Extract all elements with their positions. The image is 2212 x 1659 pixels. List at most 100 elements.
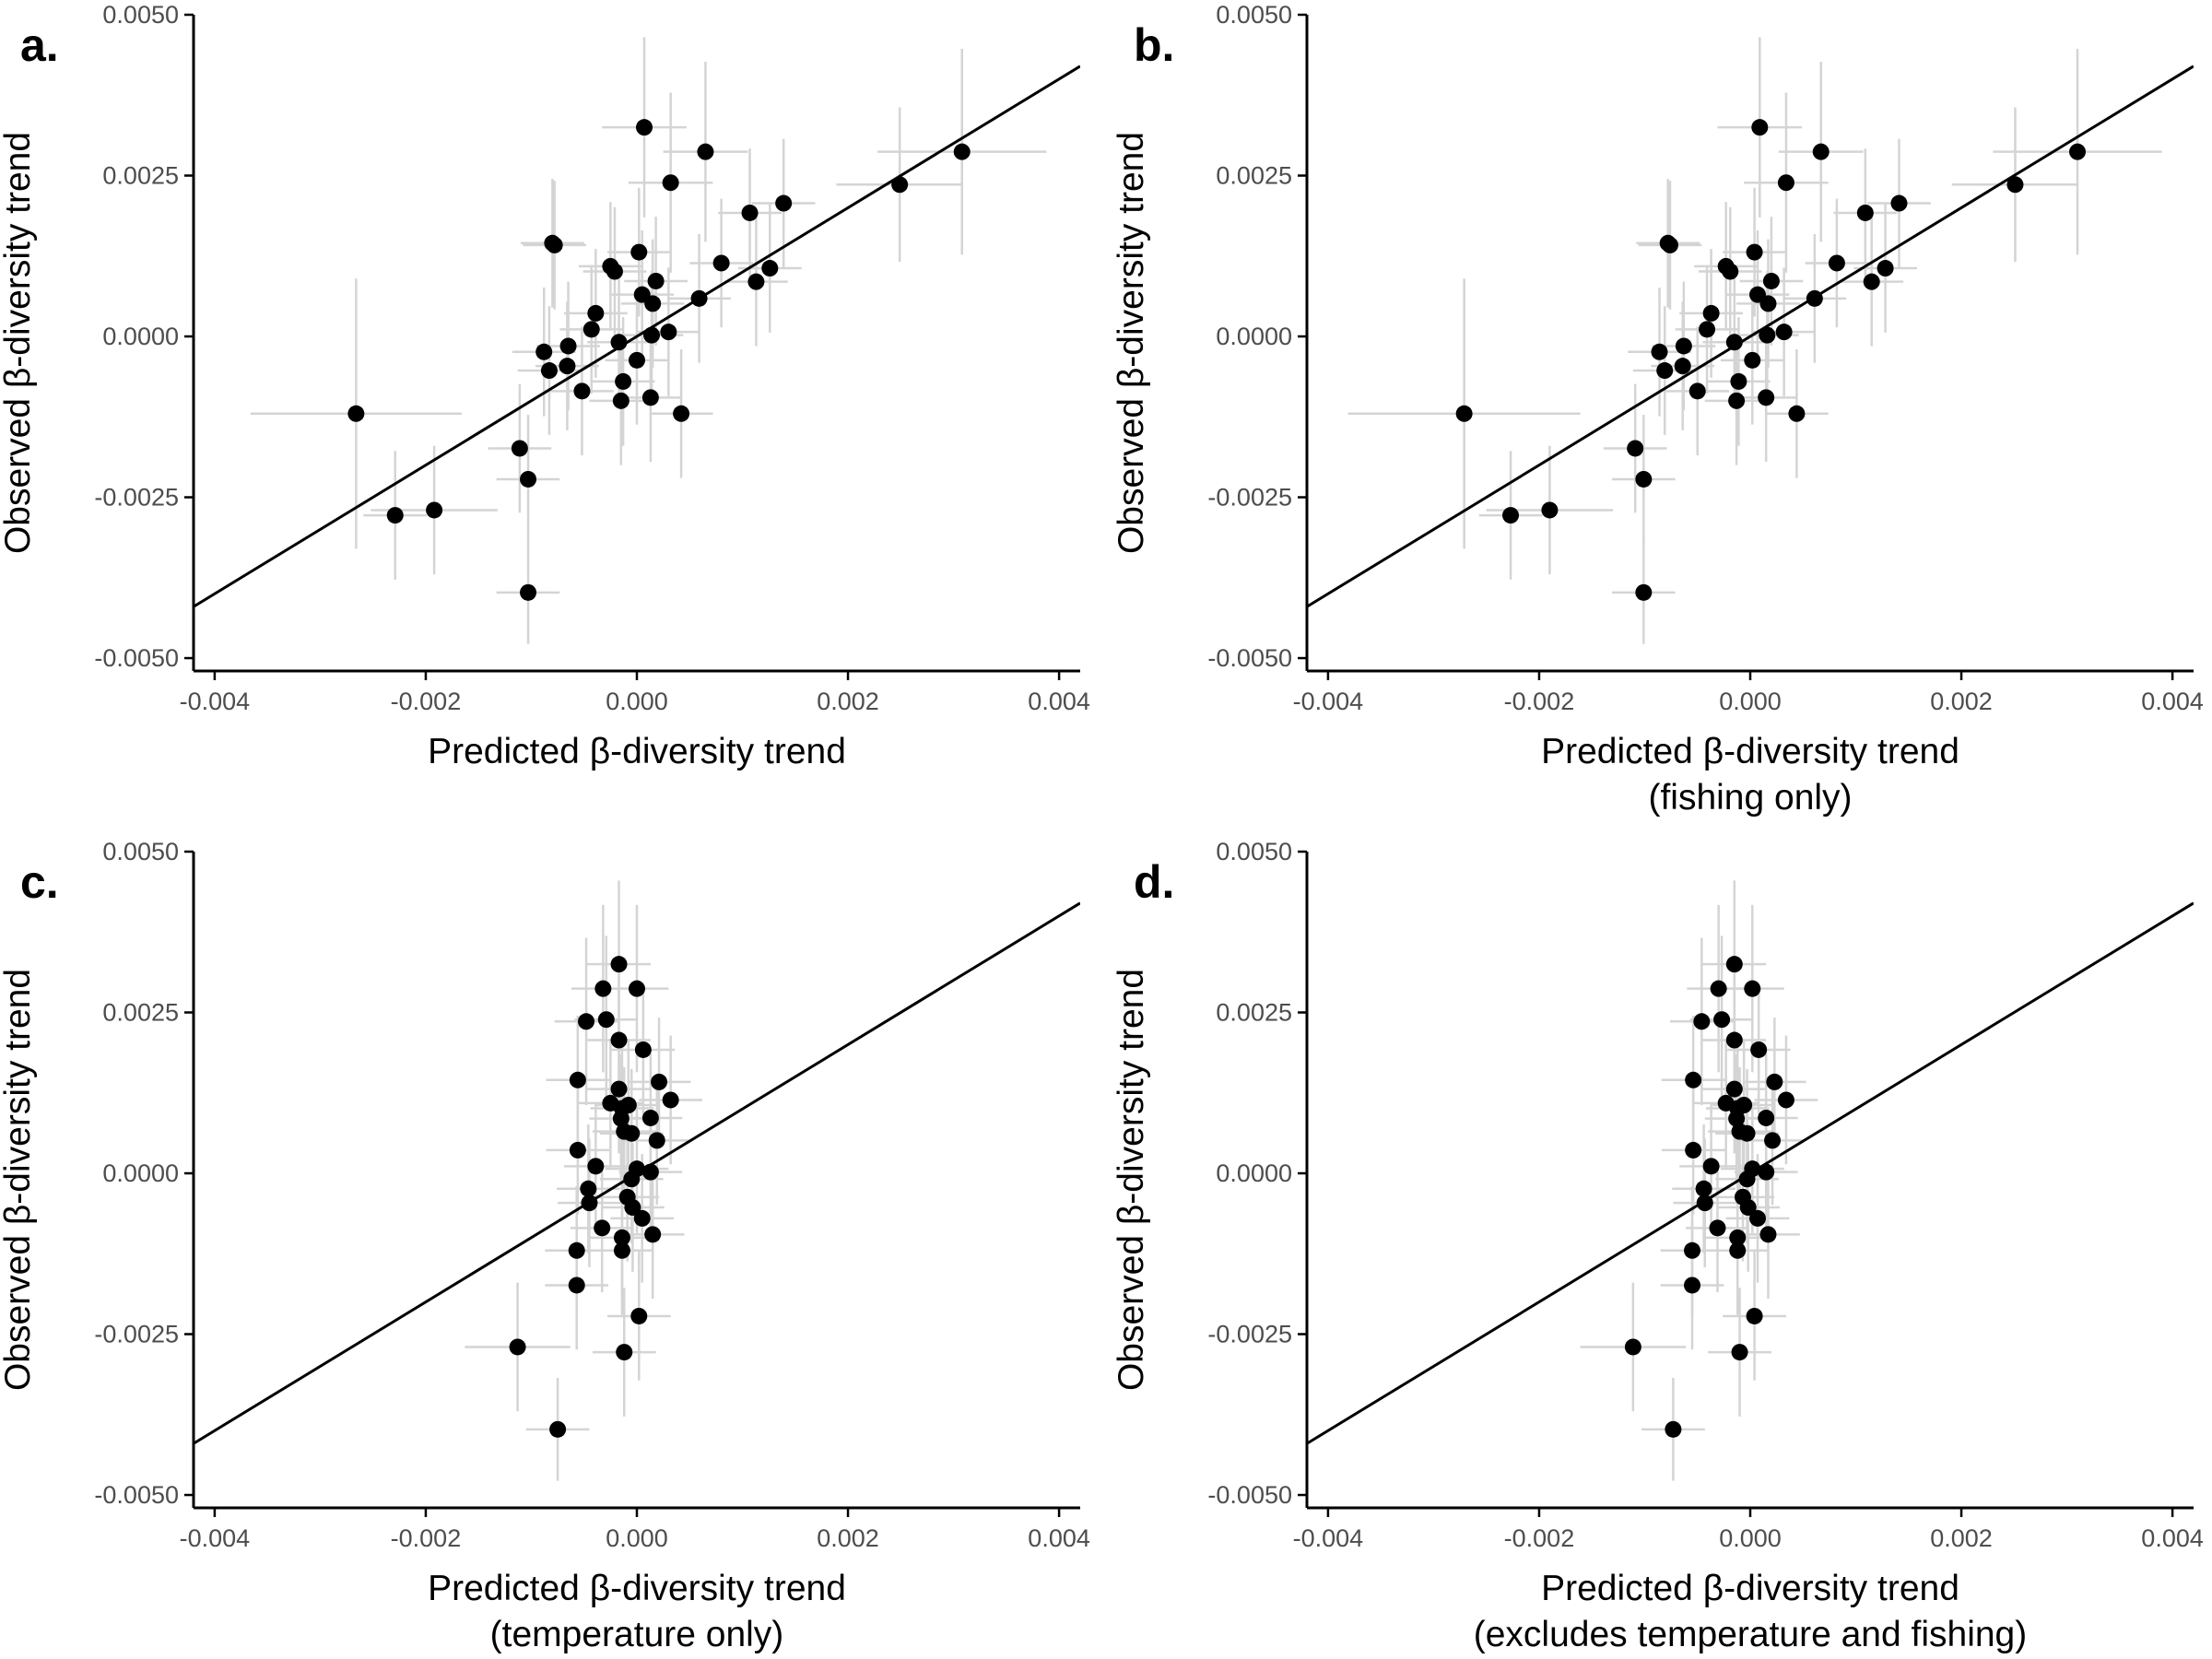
data-point [1759,326,1776,344]
data-point [647,272,665,289]
y-axis-title: Observed β-diversity trend [1112,132,1151,554]
y-tick-label: -0.0025 [1207,484,1292,512]
data-point [1674,358,1691,375]
data-point [1749,1209,1767,1227]
data-point [634,1041,652,1058]
data-point [891,176,909,194]
x-axis-title: (fishing only) [1648,778,1852,818]
y-tick-label: 0.0000 [102,1159,179,1187]
data-point [587,1158,605,1175]
data-point [1806,289,1823,307]
data-point [623,1124,641,1142]
data-point [643,326,661,344]
data-point [520,583,537,601]
data-point [690,289,708,307]
y-tick-label: 0.0050 [102,838,179,865]
data-point [426,501,443,519]
data-point [559,358,576,375]
x-axis-title: Predicted β-diversity trend [1541,1569,1959,1608]
data-point [613,1241,630,1259]
data-point [1541,501,1559,519]
y-tick-label: 0.0050 [1216,838,1292,865]
data-point [1746,1307,1763,1324]
data-point [697,143,714,160]
x-tick-label: -0.002 [1504,688,1575,715]
data-point [1856,204,1874,221]
data-point [1762,272,1780,289]
x-tick-label: 0.002 [1930,688,1993,715]
data-point [1729,1241,1747,1259]
data-point [606,263,623,280]
data-point [1685,1141,1702,1159]
data-point [582,321,600,338]
data-point [1725,1031,1743,1049]
data-point [1702,304,1720,322]
data-point [559,337,577,355]
y-axis-title: Observed β-diversity trend [0,132,38,554]
data-point [662,174,679,192]
data-point [1775,324,1793,341]
x-tick-label: -0.004 [180,1524,251,1552]
data-point [1744,351,1761,369]
data-point [1665,1420,1682,1438]
x-tick-label: -0.004 [1293,1524,1364,1552]
x-tick-label: 0.002 [817,1524,879,1552]
panel-label: b. [1134,19,1174,71]
data-point [1684,1241,1701,1259]
data-point [641,389,659,406]
x-tick-label: 0.002 [817,688,879,715]
chart-panel: -0.004 -0.002 0.000 0.002 0.004 -0.0050 -0.002… [0,838,1090,1654]
error-bars [465,880,703,1481]
x-tick-label: 0.004 [1028,1524,1090,1552]
data-point [1751,119,1769,136]
error-bars [1580,880,1818,1481]
x-tick-label: -0.002 [391,688,462,715]
data-point [568,1241,585,1259]
data-point [347,405,365,422]
y-tick-label: 0.0025 [102,999,179,1027]
data-point [1709,1219,1726,1237]
data-point [597,1011,615,1029]
x-tick-label: 0.004 [2141,1524,2204,1552]
data-point [1725,956,1743,973]
y-tick-label: 0.0050 [1216,1,1292,29]
x-axis-title: Predicted β-diversity trend [428,732,846,771]
data-point [2006,176,2024,194]
data-point [613,1229,630,1246]
data-point [1759,295,1777,312]
data-point [594,980,612,997]
data-point [569,1071,586,1088]
data-point [580,1180,597,1197]
chart-panel: -0.004 -0.002 0.000 0.002 0.004 -0.0050 -0.002… [1112,838,2204,1654]
data-point [629,980,645,997]
data-point [1729,1229,1747,1246]
data-point [1758,1109,1775,1126]
y-axis-title: Observed β-diversity trend [1112,969,1151,1391]
data-point [641,1163,659,1181]
x-tick-label: 0.000 [1719,1524,1782,1552]
data-point [1684,1277,1701,1294]
data-point [1695,1180,1712,1197]
panel-label: a. [20,19,59,71]
x-tick-label: 0.004 [1028,688,1090,715]
data-point [1661,236,1678,253]
y-tick-label: -0.0025 [94,484,179,512]
data-point [546,236,563,253]
x-tick-label: 0.000 [1719,688,1782,715]
y-tick-label: -0.0050 [94,1481,179,1509]
chart-panel: -0.004 -0.002 0.000 0.002 0.004 -0.0050 -0.002… [1112,1,2204,818]
data-point [747,273,765,290]
x-tick-label: 0.002 [1930,1524,1993,1552]
chart-panel: -0.004 -0.002 0.000 0.002 0.004 -0.0050 -0.002… [0,1,1090,771]
data-point [1828,254,1845,272]
data-point [2069,143,2087,160]
data-points [1455,119,2087,601]
data-point [1725,1080,1743,1098]
x-tick-label: -0.002 [391,1524,462,1552]
data-point [1758,389,1775,406]
data-point [1730,372,1747,390]
x-tick-label: -0.004 [1293,688,1364,715]
data-point [612,392,629,409]
data-point [1788,405,1806,422]
